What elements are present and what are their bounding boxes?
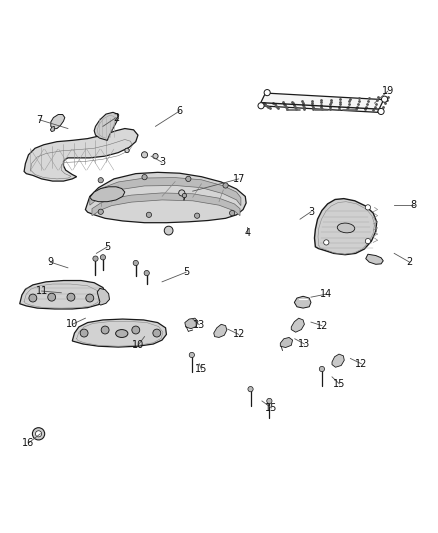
- Text: 9: 9: [47, 257, 53, 267]
- Polygon shape: [50, 126, 54, 132]
- Text: 2: 2: [406, 257, 413, 267]
- Circle shape: [381, 96, 388, 102]
- Circle shape: [125, 148, 129, 152]
- Polygon shape: [185, 318, 198, 329]
- Text: 10: 10: [132, 341, 144, 350]
- Text: 6: 6: [177, 106, 183, 116]
- Circle shape: [132, 326, 140, 334]
- Circle shape: [48, 293, 56, 301]
- Circle shape: [319, 366, 325, 372]
- Text: 13: 13: [193, 320, 205, 330]
- Polygon shape: [94, 112, 118, 140]
- Polygon shape: [20, 280, 106, 309]
- Polygon shape: [24, 128, 138, 181]
- Text: 16: 16: [22, 438, 35, 448]
- Circle shape: [324, 240, 329, 245]
- Circle shape: [164, 226, 173, 235]
- Circle shape: [365, 238, 371, 244]
- Text: 15: 15: [333, 379, 346, 389]
- Text: 15: 15: [195, 365, 208, 374]
- Polygon shape: [72, 319, 166, 347]
- Text: 2: 2: [113, 112, 119, 123]
- Circle shape: [146, 212, 152, 217]
- Circle shape: [153, 154, 158, 159]
- Polygon shape: [291, 318, 304, 332]
- Polygon shape: [280, 337, 293, 348]
- Circle shape: [32, 427, 45, 440]
- Text: 7: 7: [36, 115, 42, 125]
- Circle shape: [264, 90, 270, 96]
- Circle shape: [194, 213, 200, 219]
- Circle shape: [223, 183, 228, 188]
- Polygon shape: [259, 93, 384, 112]
- Polygon shape: [90, 187, 125, 201]
- Circle shape: [230, 211, 235, 216]
- Circle shape: [100, 255, 106, 260]
- Circle shape: [365, 205, 371, 210]
- Circle shape: [378, 108, 384, 115]
- Circle shape: [144, 270, 149, 276]
- Polygon shape: [366, 254, 383, 264]
- Polygon shape: [214, 324, 227, 337]
- Text: 13: 13: [298, 339, 311, 349]
- Circle shape: [67, 293, 75, 301]
- Polygon shape: [294, 296, 311, 308]
- Circle shape: [248, 386, 253, 392]
- Circle shape: [93, 256, 98, 261]
- Polygon shape: [85, 172, 246, 223]
- Circle shape: [182, 193, 187, 198]
- Text: 15: 15: [265, 403, 278, 413]
- Text: 8: 8: [411, 200, 417, 210]
- Circle shape: [179, 190, 185, 196]
- Text: 5: 5: [104, 242, 110, 252]
- Circle shape: [141, 152, 148, 158]
- Ellipse shape: [116, 329, 128, 337]
- Text: 10: 10: [66, 319, 78, 329]
- Text: 11: 11: [35, 286, 48, 296]
- Text: 3: 3: [159, 157, 165, 167]
- Text: 12: 12: [233, 329, 245, 340]
- Text: 12: 12: [355, 359, 367, 369]
- Text: 19: 19: [381, 86, 394, 96]
- Polygon shape: [92, 193, 240, 216]
- Text: 12: 12: [316, 321, 328, 330]
- Polygon shape: [97, 288, 110, 305]
- Polygon shape: [314, 199, 377, 255]
- Circle shape: [258, 103, 264, 109]
- Circle shape: [35, 431, 42, 437]
- Text: 4: 4: [244, 228, 251, 238]
- Circle shape: [142, 174, 147, 180]
- Circle shape: [98, 209, 103, 214]
- Circle shape: [267, 398, 272, 403]
- Ellipse shape: [337, 223, 355, 233]
- Circle shape: [98, 177, 103, 183]
- Text: 5: 5: [183, 267, 189, 277]
- Text: 3: 3: [308, 207, 314, 217]
- Circle shape: [186, 176, 191, 182]
- Polygon shape: [51, 115, 65, 129]
- Circle shape: [29, 294, 37, 302]
- Circle shape: [86, 294, 94, 302]
- Text: 17: 17: [233, 174, 245, 184]
- Polygon shape: [90, 177, 241, 206]
- Circle shape: [189, 352, 194, 358]
- Polygon shape: [332, 354, 344, 367]
- Circle shape: [133, 260, 138, 265]
- Circle shape: [101, 326, 109, 334]
- Text: 14: 14: [320, 289, 332, 299]
- Circle shape: [80, 329, 88, 337]
- Circle shape: [153, 329, 161, 337]
